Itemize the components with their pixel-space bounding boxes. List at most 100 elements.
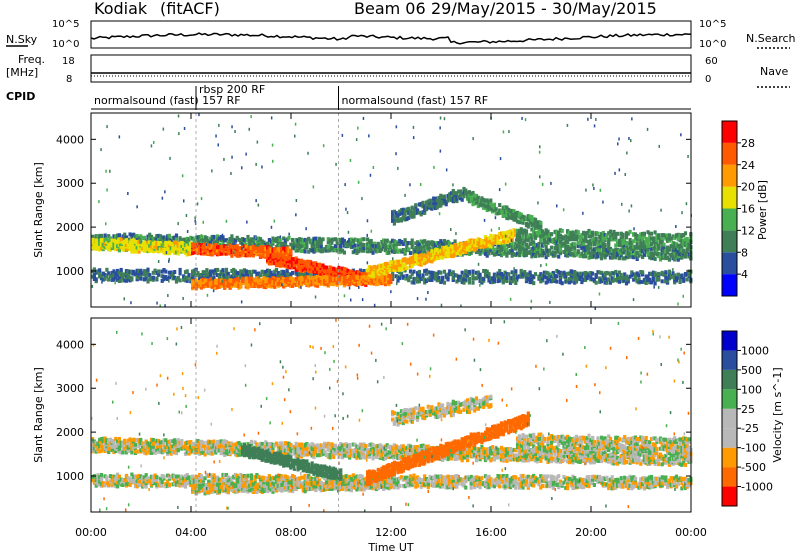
- nsky-panel: N.Sky 10^5 10^0 10^5 10^0 N.Search: [6, 19, 796, 50]
- heatmap-noise-cell: [315, 296, 317, 299]
- heatmap-cell: [471, 281, 474, 285]
- heatmap-noise-cell: [592, 184, 594, 187]
- heatmap-cell: [107, 278, 110, 282]
- heatmap-noise-cell: [397, 167, 399, 170]
- heatmap-noise-cell: [531, 300, 533, 303]
- heatmap-noise-cell: [409, 183, 411, 186]
- heatmap-noise-cell: [361, 197, 363, 200]
- nsearch-tick-top: 10^5: [699, 19, 726, 30]
- heatmap-noise-cell: [271, 116, 273, 119]
- heatmap-noise-cell: [440, 150, 442, 153]
- nave-tick-bottom: 0: [705, 74, 711, 85]
- heatmap-noise-cell: [203, 221, 205, 224]
- heatmap-cell: [291, 271, 294, 275]
- heatmap-noise-cell: [549, 238, 551, 241]
- nsky-trace: [91, 33, 691, 44]
- heatmap-cell: [173, 270, 176, 274]
- heatmap-cell: [152, 276, 155, 280]
- heatmap-cell: [579, 272, 582, 276]
- heatmap-noise-cell: [402, 210, 404, 213]
- heatmap-noise-cell: [628, 210, 630, 213]
- heatmap-cell: [443, 195, 446, 199]
- heatmap-noise-cell: [537, 201, 539, 204]
- heatmap-cell: [155, 276, 158, 280]
- heatmap-noise-cell: [614, 172, 616, 175]
- heatmap-noise-cell: [582, 272, 584, 275]
- heatmap-noise-cell: [521, 117, 523, 120]
- heatmap-cell: [227, 272, 230, 276]
- heatmap-noise-cell: [168, 280, 170, 283]
- heatmap-noise-cell: [487, 274, 489, 277]
- heatmap-cell: [286, 269, 289, 273]
- heatmap-cell: [529, 271, 532, 275]
- heatmap-cell: [186, 269, 189, 273]
- heatmap-cell: [412, 281, 415, 285]
- heatmap-noise-cell: [672, 268, 674, 271]
- heatmap-noise-cell: [151, 144, 153, 147]
- nsearch-tick-bottom: 10^0: [699, 39, 726, 50]
- heatmap-noise-cell: [395, 152, 397, 155]
- heatmap-cell: [621, 233, 624, 237]
- heatmap-noise-cell: [659, 145, 661, 148]
- heatmap-cell: [454, 239, 457, 243]
- heatmap-cell: [348, 282, 351, 286]
- beam-label: Beam 06: [354, 0, 426, 18]
- heatmap-cell: [595, 281, 598, 285]
- heatmap-noise-cell: [182, 174, 184, 177]
- heatmap-cell: [362, 237, 365, 241]
- heatmap-cell: [654, 257, 657, 261]
- heatmap-noise-cell: [618, 138, 620, 141]
- heatmap-noise-cell: [201, 197, 203, 200]
- heatmap-noise-cell: [550, 272, 552, 275]
- heatmap-cell: [179, 268, 182, 272]
- cpid-mode-label: rbsp 200 RF: [199, 83, 265, 96]
- heatmap-cell: [409, 251, 412, 255]
- heatmap-cell: [125, 238, 128, 242]
- heatmap-noise-cell: [294, 135, 296, 138]
- heatmap-noise-cell: [124, 297, 126, 300]
- heatmap-noise-cell: [505, 183, 507, 186]
- cpid-label: CPID: [6, 90, 35, 103]
- heatmap-cell: [421, 201, 424, 205]
- heatmap-cell: [320, 245, 323, 249]
- heatmap-cell: [100, 234, 103, 238]
- heatmap-cell: [495, 207, 498, 211]
- heatmap-cell: [661, 279, 664, 283]
- heatmap-noise-cell: [231, 156, 233, 159]
- heatmap-cell: [468, 277, 471, 281]
- heatmap-noise-cell: [221, 280, 223, 283]
- heatmap-cell: [534, 254, 537, 258]
- heatmap-cell: [120, 268, 123, 272]
- heatmap-noise-cell: [226, 220, 228, 223]
- heatmap-noise-cell: [599, 293, 601, 296]
- heatmap-cell: [598, 248, 601, 252]
- heatmap-noise-cell: [617, 142, 619, 145]
- heatmap-cell: [216, 268, 219, 272]
- heatmap-noise-cell: [255, 199, 257, 202]
- heatmap-noise-cell: [513, 267, 515, 270]
- heatmap-cell: [532, 240, 535, 244]
- heatmap-noise-cell: [367, 234, 369, 237]
- heatmap-noise-cell: [158, 260, 160, 263]
- heatmap-noise-cell: [525, 118, 527, 121]
- heatmap-cell: [643, 232, 646, 236]
- heatmap-noise-cell: [508, 215, 510, 218]
- heatmap-cell: [291, 238, 294, 242]
- heatmap-cell: [561, 241, 564, 245]
- heatmap-noise-cell: [677, 303, 679, 306]
- heatmap-cell: [143, 236, 146, 240]
- heatmap-cell: [168, 234, 171, 238]
- heatmap-noise-cell: [637, 256, 639, 259]
- heatmap-cell: [557, 255, 560, 259]
- heatmap-cell: [179, 272, 182, 276]
- heatmap-noise-cell: [404, 278, 406, 281]
- heatmap-cell: [657, 272, 660, 276]
- heatmap-cell: [559, 248, 562, 252]
- heatmap-cell: [402, 242, 405, 246]
- heatmap-cell: [414, 203, 417, 207]
- heatmap-noise-cell: [310, 273, 312, 276]
- heatmap-cell: [241, 277, 244, 281]
- heatmap-cell: [187, 273, 190, 277]
- heatmap-noise-cell: [230, 172, 232, 175]
